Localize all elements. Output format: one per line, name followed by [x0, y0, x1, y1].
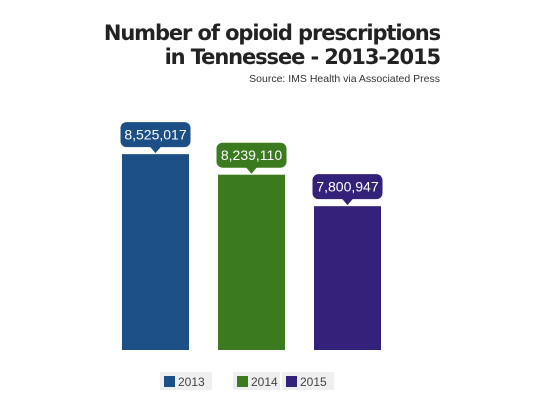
data-label-2013: 8,525,017: [124, 127, 186, 143]
bar-2014: [218, 174, 285, 350]
bar-2015: [314, 206, 381, 350]
chart-title-line-1: Number of opioid prescriptions: [104, 21, 441, 45]
data-label-bubble-2015: [312, 174, 383, 200]
legend-label-2015: 2015: [300, 375, 327, 389]
legend-swatch-2015: [286, 376, 297, 387]
bars-group: 8,525,017 8,239,110 7,800,947: [120, 122, 383, 350]
data-label-pointer-2015: [341, 198, 354, 206]
chart-title-line-2: in Tennessee - 2013-2015: [165, 45, 441, 69]
legend-swatch-2014: [237, 376, 248, 387]
legend-label-2013: 2013: [178, 375, 205, 389]
data-label-2015: 7,800,947: [316, 179, 378, 195]
legend-swatch-2013: [164, 376, 175, 387]
data-label-pointer-2013: [149, 146, 162, 154]
legend-label-2014: 2014: [251, 375, 278, 389]
data-label-2014: 8,239,110: [221, 147, 282, 163]
data-label-bubble-2014: [216, 142, 287, 168]
chart-source: Source: IMS Health via Associated Press: [249, 73, 440, 85]
legend: 2013 2014 2015: [160, 372, 334, 390]
bar-2013: [122, 154, 189, 350]
data-label-pointer-2014: [245, 166, 258, 174]
data-label-bubble-2013: [120, 122, 191, 148]
